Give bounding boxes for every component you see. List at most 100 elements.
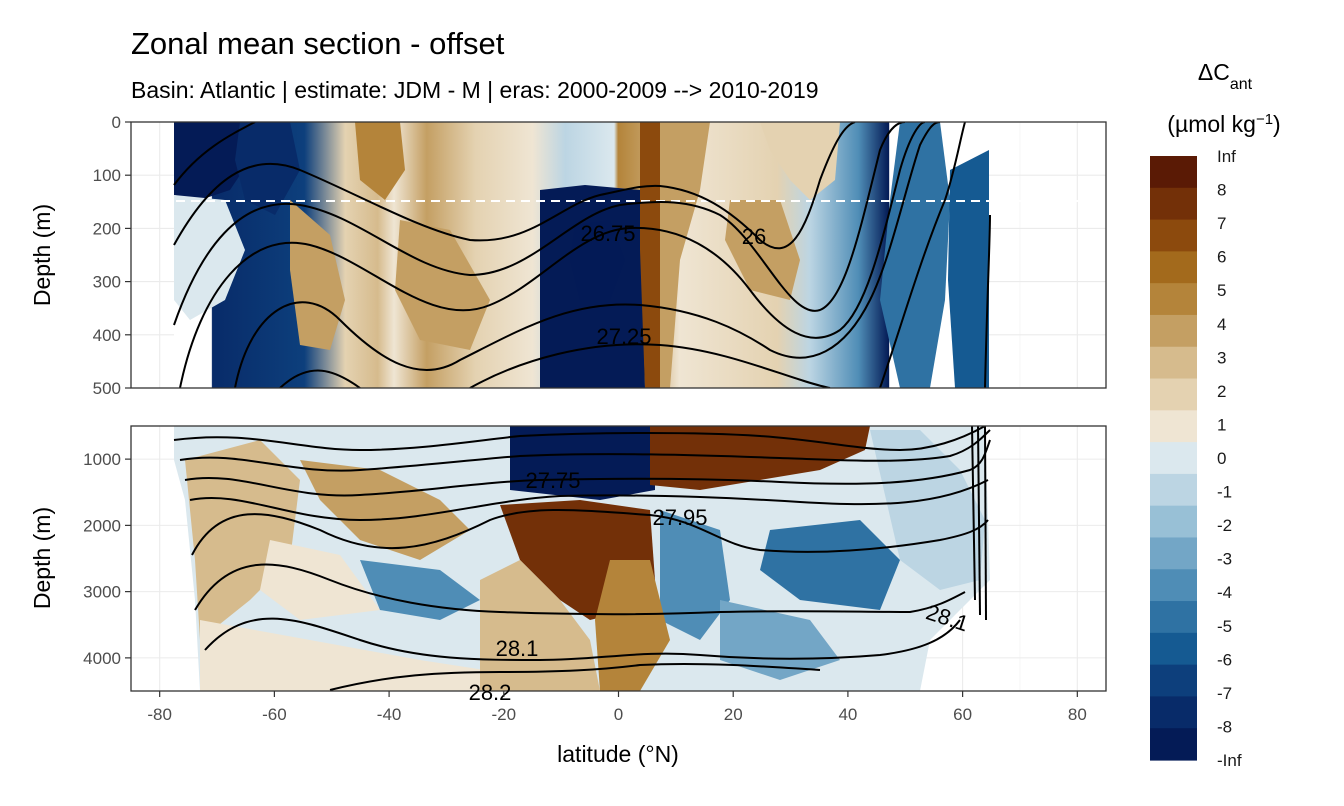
- x-tick-label: -60: [262, 705, 287, 724]
- contour-label: 27.95: [652, 505, 707, 530]
- legend-swatch: [1150, 283, 1197, 316]
- legend-label: -6: [1217, 650, 1232, 669]
- legend-label: -5: [1217, 617, 1232, 636]
- legend-unit-close: ): [1273, 111, 1281, 137]
- field-patch: [235, 122, 300, 215]
- x-axis-label: latitude (°N): [557, 741, 679, 767]
- x-tick-label: -80: [147, 705, 172, 724]
- field-patch: [185, 440, 300, 640]
- legend-title-main: ΔC: [1198, 59, 1230, 85]
- legend-label: -4: [1217, 583, 1232, 602]
- y-tick-label: 300: [93, 273, 121, 292]
- y-axis-label-lower: Depth (m): [29, 507, 55, 609]
- field-patch: [355, 122, 405, 200]
- chart-subtitle: Basin: Atlantic | estimate: JDM - M | er…: [131, 77, 819, 103]
- field-patch: [948, 150, 989, 388]
- field-patch: [870, 430, 985, 590]
- contour-label: 26: [742, 224, 766, 249]
- y-tick-label: 100: [93, 166, 121, 185]
- legend-label: -Inf: [1217, 751, 1242, 770]
- contour-labels-upper: 26.75 26 27.25: [580, 221, 766, 349]
- field-patch: [510, 426, 655, 500]
- legend-swatch: [1150, 664, 1197, 698]
- legend-swatch: [1150, 187, 1197, 221]
- legend-labels: Inf 8 7 6 5 4 3 2 1 0 -1 -2 -3 -4 -5 -6 -7 -8 -Inf: [1217, 147, 1242, 770]
- x-tick-label: 80: [1068, 705, 1087, 724]
- field-patch: [395, 220, 490, 350]
- x-tick-label: -40: [377, 705, 402, 724]
- legend-label: 2: [1217, 382, 1226, 401]
- field-patch: [300, 460, 470, 560]
- panel-upper-y-ticks: 0 100 200 300 400 500: [93, 113, 131, 398]
- legend-swatch: [1150, 601, 1197, 634]
- panel-lower-field: [173, 426, 991, 691]
- x-tick-label: 60: [953, 705, 972, 724]
- y-tick-label: 0: [112, 113, 121, 132]
- legend-label: -8: [1217, 717, 1232, 736]
- x-tick-label: 0: [614, 705, 623, 724]
- field-patch: [260, 540, 380, 620]
- legend-title: ΔCant: [1198, 59, 1253, 93]
- legend-swatch: [1150, 696, 1197, 729]
- legend-label: 3: [1217, 348, 1226, 367]
- y-tick-label: 1000: [83, 450, 121, 469]
- legend-swatch: [1150, 505, 1197, 539]
- legend-label: Inf: [1217, 147, 1236, 166]
- y-tick-label: 3000: [83, 583, 121, 602]
- legend-swatch: [1150, 156, 1197, 189]
- legend-label: -1: [1217, 483, 1232, 502]
- legend-swatch: [1150, 569, 1197, 602]
- panel-upper-field: [131, 122, 1106, 388]
- legend-swatch: [1150, 537, 1197, 570]
- y-tick-label: 4000: [83, 649, 121, 668]
- legend-label: 6: [1217, 248, 1226, 267]
- panel-lower-y-ticks: 1000 2000 3000 4000: [83, 450, 131, 668]
- legend-label: 1: [1217, 415, 1226, 434]
- panel-upper: 0 100 200 300 400 500 26.75 26 27.25: [93, 113, 1107, 398]
- x-tick-label: 40: [838, 705, 857, 724]
- y-axis-label-upper: Depth (m): [29, 204, 55, 306]
- legend-unit-text: (µmol kg: [1167, 111, 1256, 137]
- legend-swatch: [1150, 346, 1197, 380]
- legend-swatches: [1150, 156, 1197, 761]
- legend-swatch: [1150, 410, 1197, 443]
- field-patch: [595, 560, 670, 691]
- field-patch: [720, 600, 840, 680]
- panel-upper-border: [130, 121, 1107, 389]
- y-tick-label: 200: [93, 219, 121, 238]
- x-axis-ticks: -80 -60 -40 -20 0 20 40 60 80: [147, 691, 1087, 724]
- legend-swatch: [1150, 442, 1197, 475]
- legend-swatch: [1150, 314, 1197, 348]
- legend-swatch: [1150, 632, 1197, 666]
- field-patch: [880, 122, 950, 388]
- contour-label: 28.1: [496, 636, 539, 661]
- y-tick-label: 2000: [83, 516, 121, 535]
- legend-swatch: [1150, 378, 1197, 411]
- chart-title: Zonal mean section - offset: [131, 26, 505, 61]
- legend-unit-sup: −1: [1256, 111, 1273, 128]
- legend-label: 0: [1217, 449, 1226, 468]
- legend-swatch: [1150, 473, 1197, 507]
- x-tick-label: -20: [492, 705, 517, 724]
- field-patch: [570, 220, 625, 300]
- contour-label: 28.2: [469, 680, 512, 705]
- y-tick-label: 500: [93, 379, 121, 398]
- field-patch: [174, 195, 245, 320]
- legend-label: 8: [1217, 181, 1226, 200]
- legend-label: -3: [1217, 550, 1232, 569]
- field-patch: [174, 122, 250, 200]
- legend-title-sub: ant: [1230, 76, 1253, 93]
- y-tick-label: 400: [93, 326, 121, 345]
- legend-swatch: [1150, 728, 1197, 761]
- contour-label: 26.75: [580, 221, 635, 246]
- colorbar-legend: ΔCant (µmol kg−1) Inf 8 7 6 5 4 3 2 1 0 -1 -2 -3 -4 -5…: [1150, 59, 1281, 770]
- legend-label: 5: [1217, 281, 1226, 300]
- contour-label: 27.75: [525, 468, 580, 493]
- field-patch: [760, 520, 900, 610]
- field-patch: [360, 560, 480, 620]
- contour-label: 27.25: [596, 324, 651, 349]
- field-patch: [660, 510, 730, 640]
- legend-unit: (µmol kg−1): [1167, 111, 1280, 138]
